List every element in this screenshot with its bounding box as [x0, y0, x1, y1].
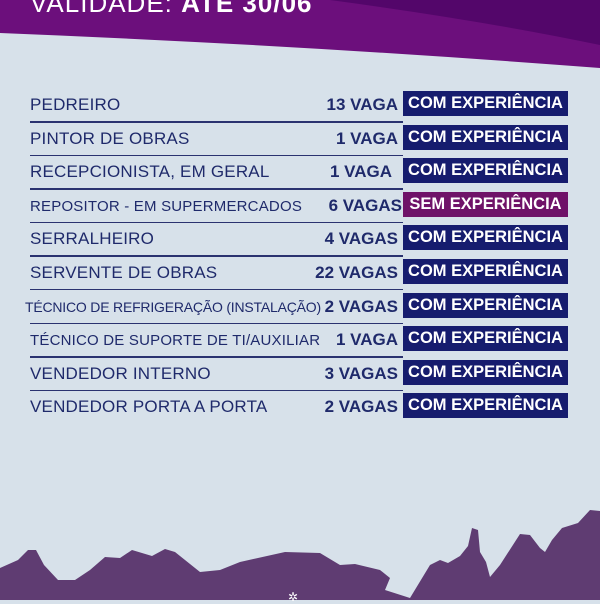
divider: [30, 221, 403, 224]
job-vagas: 1 VAGA: [335, 330, 398, 350]
divider: [30, 322, 403, 325]
job-vagas: 1 VAGA: [329, 162, 392, 182]
job-vagas: 2 VAGAS: [324, 296, 398, 316]
divider: [30, 188, 403, 190]
validade-text: VALIDADE: ATÉ 30/06: [30, 0, 313, 19]
divider: [30, 356, 403, 358]
job-row: PEDREIRO 13 VAGA COM EXPERIÊNCIA: [30, 91, 570, 125]
job-row: TÉCNICO DE SUPORTE DE TI/AUXILIAR 1 VAGA C…: [30, 326, 570, 360]
validade-label: VALIDADE:: [30, 0, 173, 18]
experience-badge: COM EXPERIÊNCIA: [403, 292, 568, 318]
job-row: REPOSITOR - EM SUPERMERCADOS 6 VAGAS SEM E…: [30, 191, 570, 226]
job-row: SERVENTE DE OBRAS 22 VAGAS COM EXPERIÊNCIA: [30, 258, 570, 293]
job-title: VENDEDOR PORTA A PORTA: [30, 397, 268, 417]
experience-badge: COM EXPERIÊNCIA: [403, 158, 568, 184]
experience-badge: COM EXPERIÊNCIA: [403, 359, 568, 385]
divider: [30, 288, 403, 291]
job-title: TÉCNICO DE SUPORTE DE TI/AUXILIAR: [30, 332, 321, 350]
job-vagas: 4 VAGAS: [324, 229, 398, 249]
job-row: RECEPCIONISTA, EM GERAL 1 VAGA COM EXPERIÊ…: [30, 158, 570, 192]
job-title: SERVENTE DE OBRAS: [30, 262, 218, 282]
job-title: SERRALHEIRO: [30, 229, 155, 249]
job-row: TÉCNICO DE REFRIGERAÇÃO (INSTALAÇÃO) 2 VA…: [25, 292, 570, 327]
experience-badge: COM EXPERIÊNCIA: [403, 124, 568, 150]
job-title: VENDEDOR INTERNO: [30, 363, 211, 383]
job-vagas: 13 VAGA: [326, 95, 399, 114]
divider: [30, 154, 403, 157]
divider: [30, 121, 403, 123]
experience-badge: SEM EXPERIÊNCIA: [403, 191, 568, 217]
header-banner: [0, 0, 600, 68]
divider: [30, 389, 403, 392]
job-vagas: 6 VAGAS: [328, 195, 402, 215]
job-title: REPOSITOR - EM SUPERMERCADOS: [30, 197, 303, 215]
experience-badge: COM EXPERIÊNCIA: [403, 225, 568, 251]
job-title: PINTOR DE OBRAS: [30, 128, 190, 148]
validade-value: ATÉ 30/06: [181, 0, 313, 18]
job-title: PEDREIRO: [30, 95, 121, 114]
job-title: RECEPCIONISTA, EM GERAL: [30, 162, 270, 182]
job-list: PEDREIRO 13 VAGA COM EXPERIÊNCIA PINTOR DE…: [25, 91, 570, 427]
experience-badge: COM EXPERIÊNCIA: [403, 258, 568, 284]
job-title: TÉCNICO DE REFRIGERAÇÃO (INSTALAÇÃO): [25, 298, 321, 315]
mountain-silhouette: [0, 510, 600, 600]
job-vagas: 3 VAGAS: [324, 363, 398, 383]
job-row: PINTOR DE OBRAS 1 VAGA COM EXPERIÊNCIA: [30, 124, 570, 159]
job-vagas: 22 VAGAS: [315, 262, 398, 282]
job-vagas: 1 VAGA: [335, 128, 398, 148]
divider: [30, 255, 403, 257]
logo-icon: ✲: [288, 590, 299, 604]
job-row: VENDEDOR PORTA A PORTA 2 VAGAS COM EXPERIÊ…: [30, 393, 570, 427]
job-row: SERRALHEIRO 4 VAGAS COM EXPERIÊNCIA: [30, 225, 570, 259]
experience-badge: COM EXPERIÊNCIA: [403, 326, 568, 352]
experience-badge: COM EXPERIÊNCIA: [403, 91, 568, 116]
job-row: VENDEDOR INTERNO 3 VAGAS COM EXPERIÊNCIA: [30, 359, 570, 394]
job-vagas: 2 VAGAS: [324, 397, 398, 417]
experience-badge: COM EXPERIÊNCIA: [403, 393, 568, 419]
